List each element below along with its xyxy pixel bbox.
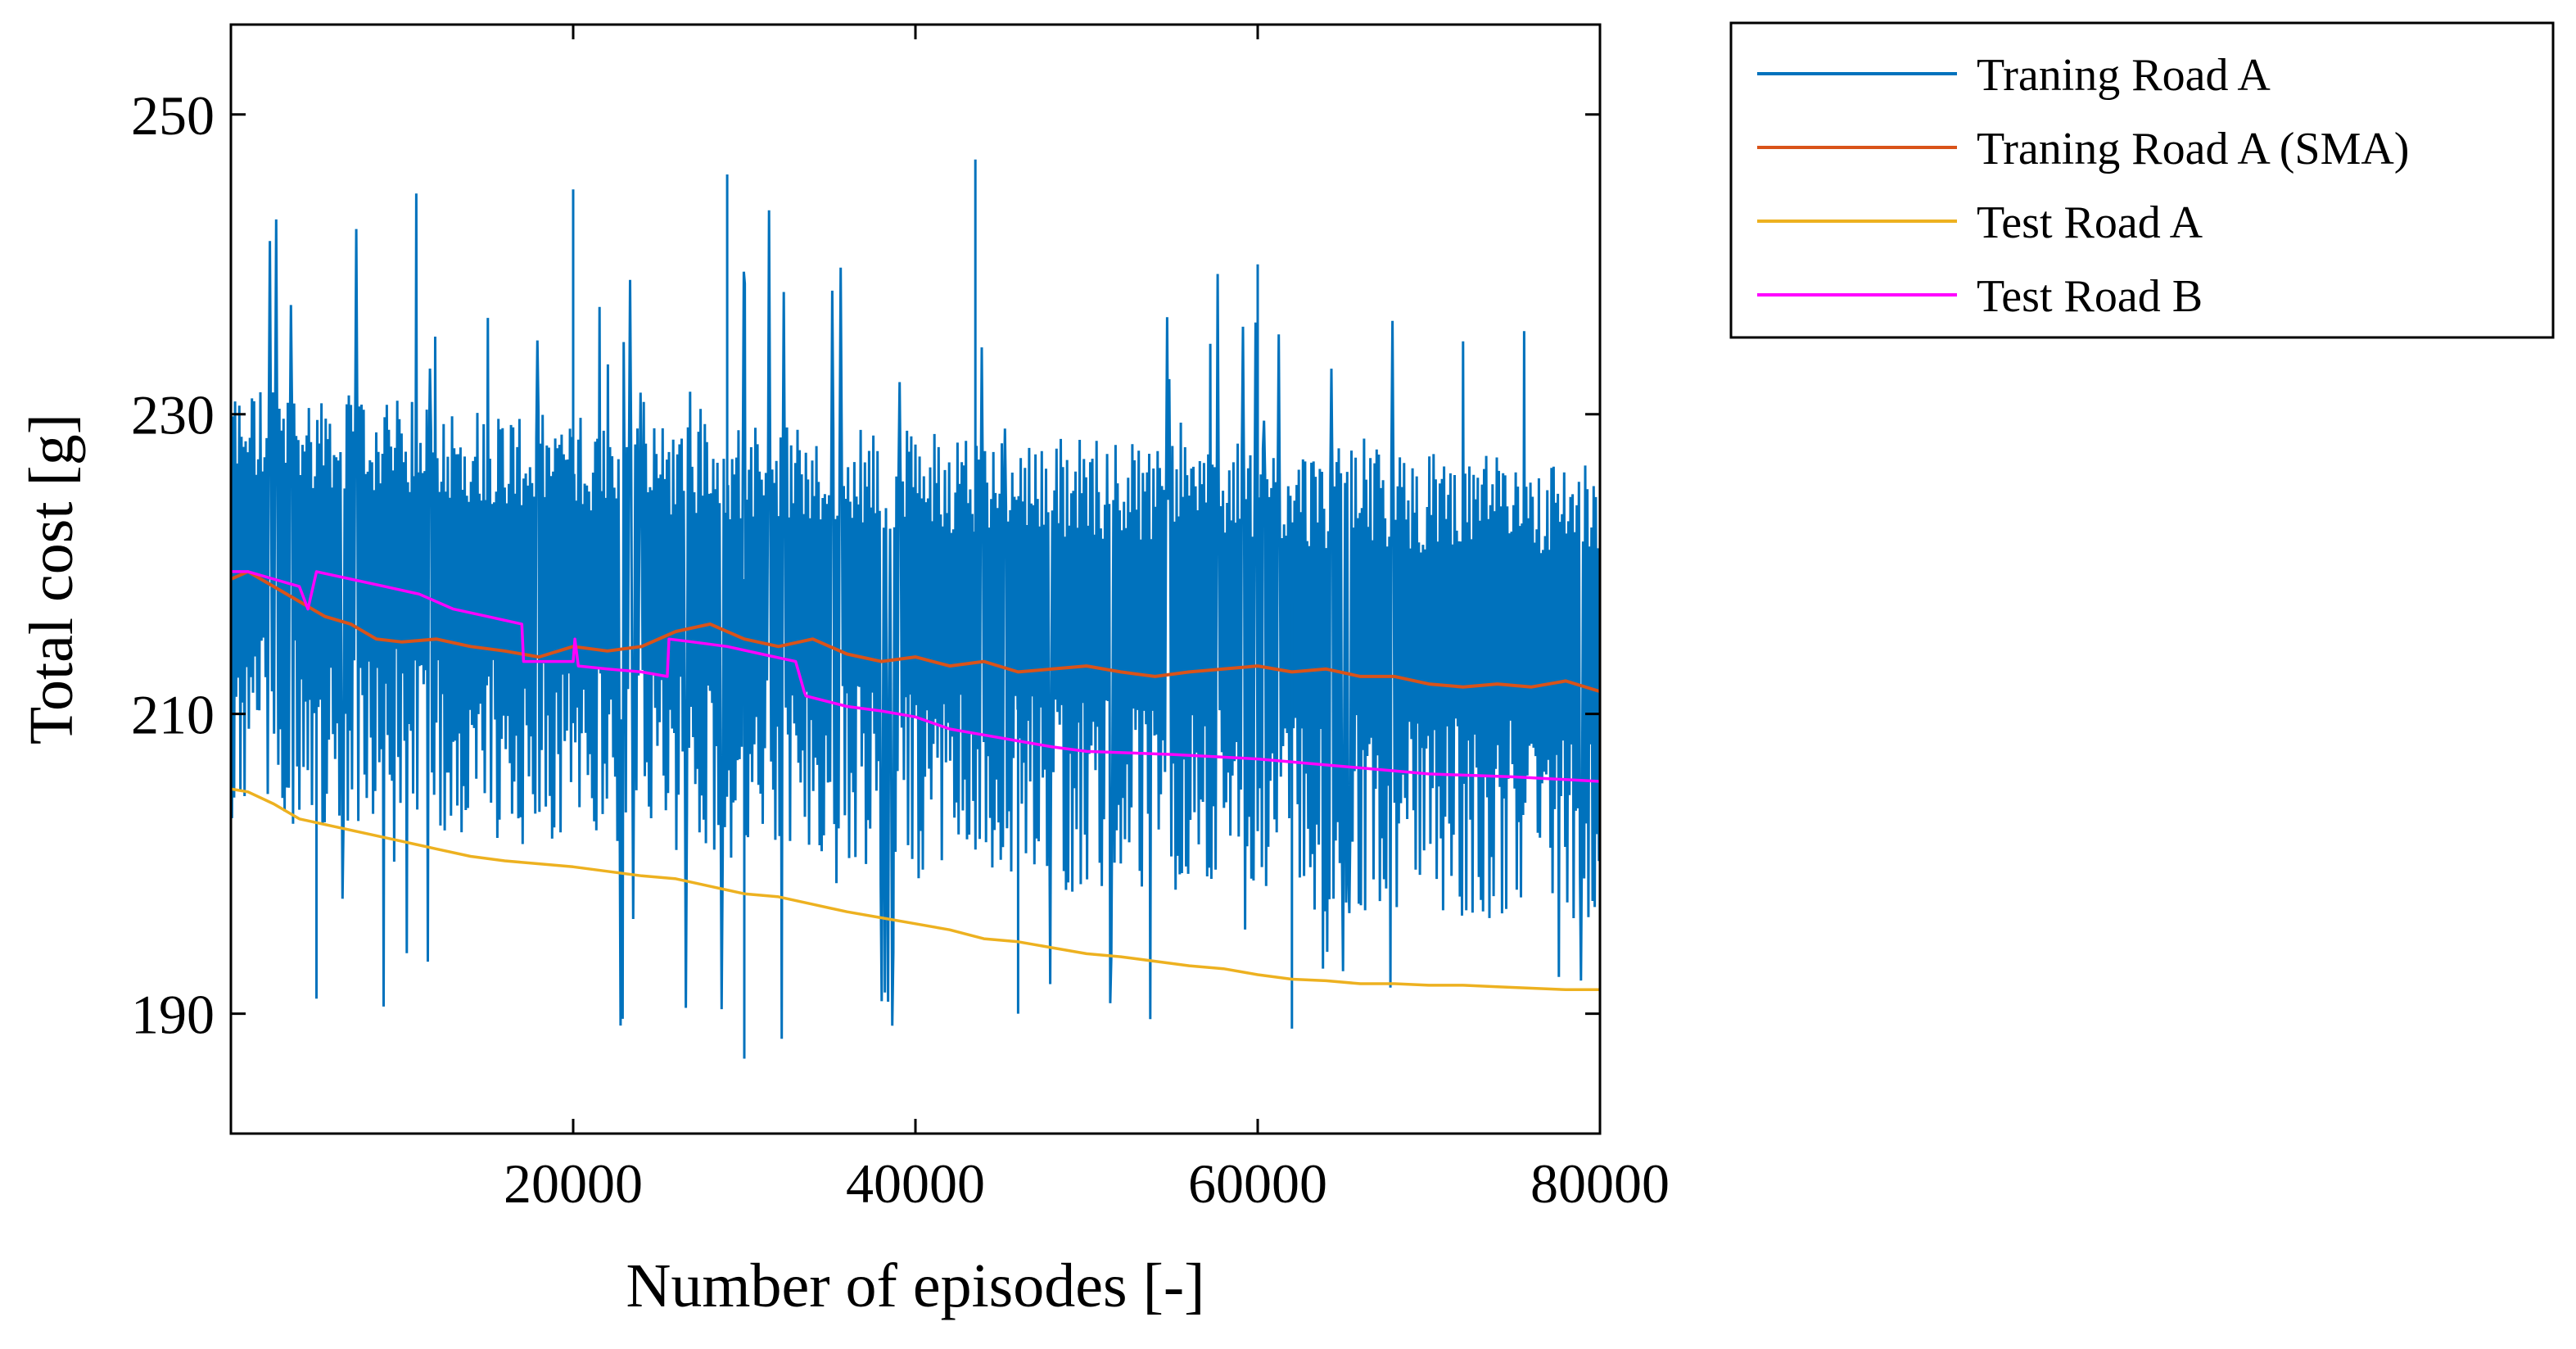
series-line-test-road-a — [231, 787, 1600, 992]
x-tick-label: 40000 — [846, 1152, 985, 1215]
series-line-test-road-b — [231, 570, 1600, 783]
series-line-traning-road-a — [231, 193, 1600, 1039]
legend: Traning Road A Traning Road A (SMA) Test R… — [1729, 21, 2555, 339]
x-axis-label: Number of episodes [-] — [626, 1252, 1204, 1320]
x-tick-label: 80000 — [1530, 1152, 1670, 1215]
x-tick-label: 60000 — [1188, 1152, 1327, 1215]
legend-label: Test Road A — [1977, 197, 2203, 248]
y-axis-label: Total cost [g] — [17, 414, 86, 745]
x-tick-label: 20000 — [504, 1152, 643, 1215]
legend-label: Traning Road A — [1977, 50, 2271, 101]
series-line-traning-road-a-sma — [231, 569, 1600, 694]
y-tick-label: 210 — [131, 684, 215, 746]
legend-label: Test Road B — [1977, 271, 2203, 322]
y-tick-label: 190 — [131, 984, 215, 1046]
y-tick-label: 230 — [131, 384, 215, 446]
legend-label: Traning Road A (SMA) — [1977, 124, 2409, 174]
y-tick-label: 250 — [131, 84, 215, 147]
